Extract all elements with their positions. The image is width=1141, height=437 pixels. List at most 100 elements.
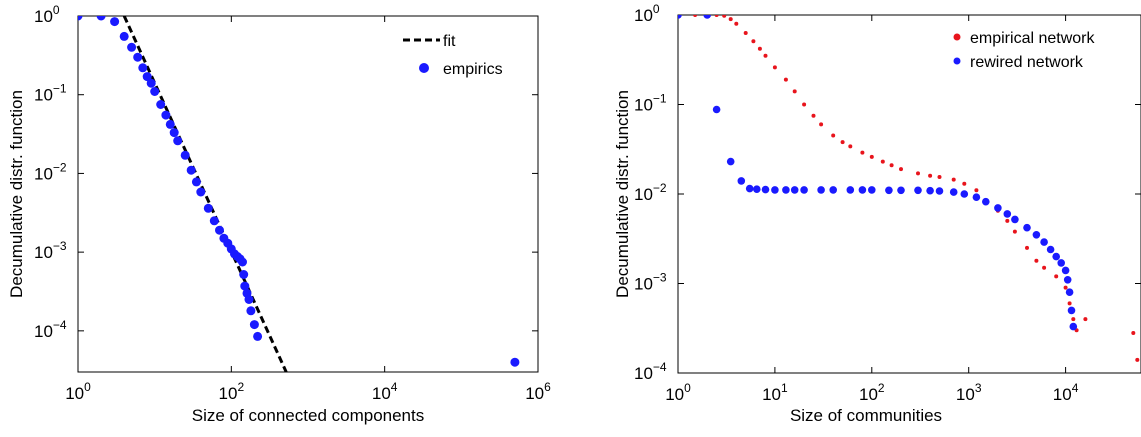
data-point	[868, 186, 876, 194]
data-point	[858, 186, 867, 194]
data-point	[1032, 231, 1041, 239]
x-tick-label: 106	[525, 380, 551, 403]
y-ticks: 10−4 10−3 10−2 10−1 100	[634, 2, 1141, 383]
data-point	[846, 186, 855, 194]
data-point	[722, 15, 727, 18]
data-point	[771, 186, 779, 194]
x-tick-label: 100	[665, 381, 691, 404]
legend: fit empirics	[403, 33, 503, 78]
legend: empirical network rewired network	[953, 30, 1095, 71]
x-axis-label: Size of communities	[790, 406, 942, 425]
x-tick-label: 101	[762, 381, 788, 404]
data-point	[726, 157, 735, 166]
data-point	[150, 87, 160, 96]
data-point	[180, 150, 190, 160]
y-tick-label: 10−2	[34, 160, 67, 183]
data-point	[1054, 274, 1059, 279]
data-point	[215, 225, 224, 235]
x-tick-label: 104	[1053, 381, 1079, 404]
data-point	[831, 133, 836, 138]
y-tick-label: 10−4	[634, 360, 667, 383]
fit-line	[122, 16, 288, 372]
data-point	[880, 159, 885, 164]
y-tick-label: 100	[634, 2, 660, 25]
data-point	[173, 136, 183, 146]
data-marks	[78, 16, 520, 372]
data-point	[1003, 210, 1012, 218]
data-point	[1042, 265, 1047, 270]
data-point	[203, 203, 213, 213]
data-point	[714, 15, 719, 17]
x-axis-label: Size of connected components	[192, 406, 424, 425]
data-point	[196, 187, 206, 197]
data-point	[253, 331, 263, 341]
y-axis-label: Decumulative distr. function	[613, 90, 632, 298]
data-point	[829, 186, 837, 194]
data-point	[1063, 285, 1068, 290]
x-tick-label: 104	[372, 380, 398, 403]
data-point	[96, 16, 106, 21]
data-point	[860, 150, 865, 155]
data-point	[1023, 223, 1031, 232]
data-point	[728, 17, 733, 22]
data-point	[510, 357, 520, 367]
data-point	[110, 17, 120, 27]
data-point	[869, 154, 874, 159]
legend-empirics-swatch	[419, 63, 429, 73]
data-point	[1025, 245, 1029, 250]
data-point	[712, 105, 721, 114]
data-point	[916, 171, 920, 176]
data-point	[186, 165, 196, 175]
data-point	[249, 320, 259, 330]
data-point	[146, 78, 156, 88]
data-point	[138, 63, 148, 73]
data-point	[782, 186, 790, 194]
data-point	[1012, 229, 1017, 234]
data-point	[703, 15, 711, 19]
data-point	[1071, 317, 1076, 322]
data-point	[191, 177, 201, 187]
y-tick-label: 10−3	[634, 271, 667, 294]
data-marks	[678, 15, 1140, 362]
y-tick-label: 10−1	[634, 92, 667, 115]
data-point	[914, 186, 922, 195]
data-point	[761, 185, 770, 194]
data-point	[678, 15, 682, 19]
data-point	[209, 216, 219, 226]
data-point	[1061, 266, 1070, 275]
data-point	[127, 42, 137, 52]
data-point	[1131, 331, 1136, 335]
data-point	[757, 46, 762, 51]
legend-rewired-label: rewired network	[970, 54, 1084, 71]
data-point	[783, 77, 788, 82]
data-point	[142, 72, 152, 82]
data-point	[982, 197, 990, 206]
data-point	[1057, 259, 1065, 267]
legend-fit-label: fit	[443, 33, 456, 50]
data-point	[165, 119, 175, 129]
data-point	[753, 185, 761, 193]
data-point	[1063, 276, 1072, 284]
data-point	[926, 186, 934, 195]
left-plot: 100 102 104 106 10−4 10−3 10−2 10−1 100 Size of…	[7, 3, 551, 425]
data-point	[1005, 218, 1010, 223]
data-point	[897, 186, 905, 195]
data-point	[1011, 215, 1019, 224]
data-point	[811, 113, 816, 118]
y-ticks: 10−4 10−3 10−2 10−1 100	[34, 3, 538, 341]
data-point	[928, 173, 933, 178]
data-point	[790, 186, 799, 194]
data-point	[994, 204, 1002, 212]
data-point	[935, 187, 944, 195]
x-tick-label: 100	[65, 380, 91, 403]
right-plot: 100 101 102 103 104 10−4 10−3 10−2 10−1 100 Size…	[613, 2, 1141, 425]
data-point	[1067, 306, 1076, 315]
data-point	[745, 184, 754, 193]
data-point	[802, 102, 807, 107]
x-tick-label: 102	[219, 380, 245, 403]
data-point	[792, 89, 797, 94]
legend-empirical-label: empirical network	[970, 30, 1095, 47]
data-point	[1065, 288, 1074, 297]
data-point	[763, 53, 768, 58]
